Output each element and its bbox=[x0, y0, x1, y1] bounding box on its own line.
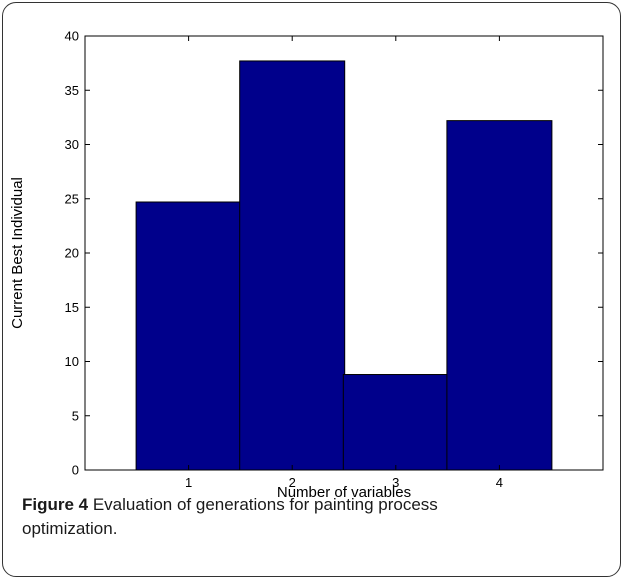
x-tick-label: 3 bbox=[392, 475, 399, 490]
x-axis-title: Number of variables bbox=[277, 484, 411, 500]
caption-text: Evaluation of generations for painting p… bbox=[22, 495, 438, 538]
y-axis: 0 5 10 15 20 25 30 35 40 bbox=[65, 29, 603, 478]
x-tick-label: 4 bbox=[496, 475, 503, 490]
figure-frame bbox=[2, 2, 621, 577]
y-tick-label: 5 bbox=[72, 408, 79, 423]
y-tick-label: 25 bbox=[65, 191, 79, 206]
y-tick-label: 10 bbox=[65, 354, 79, 369]
y-tick-label: 15 bbox=[65, 300, 79, 315]
bar-2 bbox=[239, 60, 346, 471]
y-tick-label: 30 bbox=[65, 137, 79, 152]
x-tick-label: 1 bbox=[185, 475, 192, 490]
y-axis-title: Current Best Individual bbox=[9, 177, 26, 329]
x-axis: 1 2 3 4 bbox=[185, 36, 503, 490]
x-tick-label: 2 bbox=[289, 475, 296, 490]
figure-caption: Figure 4 Evaluation of generations for p… bbox=[22, 493, 442, 541]
y-tick-label: 35 bbox=[65, 83, 79, 98]
bar-1 bbox=[135, 201, 242, 471]
y-tick-label: 20 bbox=[65, 246, 79, 261]
bar-chart: 0 5 10 15 20 25 30 35 40 1 2 3 4 Number of variable… bbox=[9, 29, 604, 500]
bar-3 bbox=[342, 374, 449, 471]
bar-4 bbox=[446, 120, 553, 471]
caption-label: Figure 4 bbox=[22, 495, 89, 514]
y-tick-label: 0 bbox=[72, 463, 79, 478]
y-tick-label: 40 bbox=[65, 29, 79, 44]
